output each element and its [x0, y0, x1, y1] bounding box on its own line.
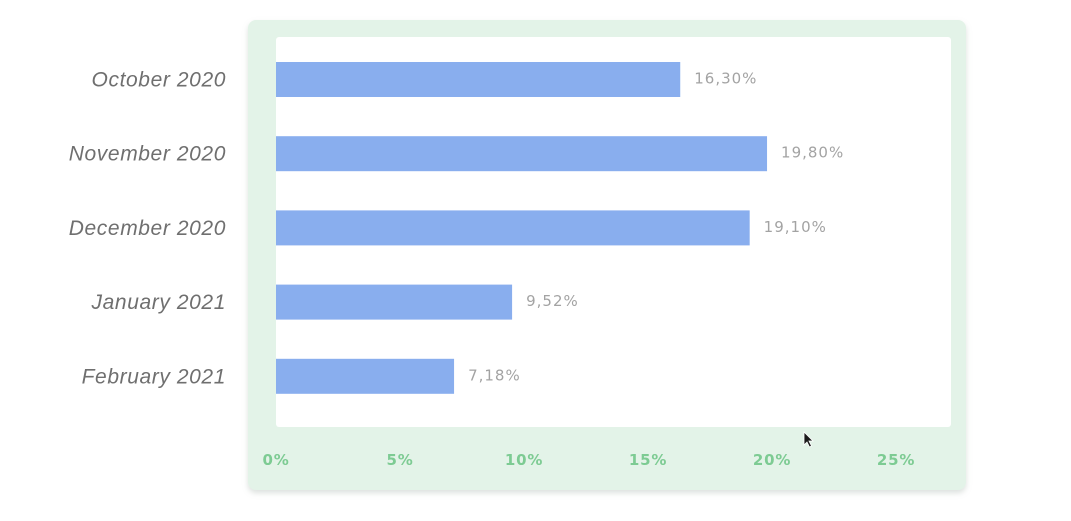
x-tick-label: 5%	[386, 451, 413, 469]
bars-layer	[276, 62, 768, 394]
x-axis-ticks: 0% 5% 10% 15% 20% 25%	[262, 451, 915, 469]
data-label: 9,52%	[526, 292, 579, 310]
bar	[276, 136, 768, 172]
bar	[276, 284, 513, 320]
data-label: 16,30%	[694, 70, 757, 88]
category-labels: October 2020 November 2020 December 2020 Ja…	[69, 69, 226, 389]
x-tick-label: 20%	[753, 451, 791, 469]
category-label: October 2020	[92, 69, 226, 92]
category-label: December 2020	[69, 217, 226, 240]
mouse-pointer-icon	[803, 431, 814, 448]
x-tick-label: 10%	[505, 451, 543, 469]
category-label: November 2020	[69, 143, 226, 166]
data-label: 19,10%	[764, 218, 827, 236]
category-label: January 2021	[91, 291, 226, 314]
x-tick-label: 0%	[262, 451, 289, 469]
data-label: 7,18%	[468, 366, 521, 384]
category-label: February 2021	[82, 365, 226, 388]
bar	[276, 358, 455, 394]
value-labels: 16,30% 19,80% 19,10% 9,52% 7,18%	[468, 70, 844, 385]
x-tick-label: 25%	[877, 451, 915, 469]
data-label: 19,80%	[781, 144, 844, 162]
x-tick-label: 15%	[629, 451, 667, 469]
bar	[276, 210, 750, 246]
bar	[276, 62, 681, 97]
